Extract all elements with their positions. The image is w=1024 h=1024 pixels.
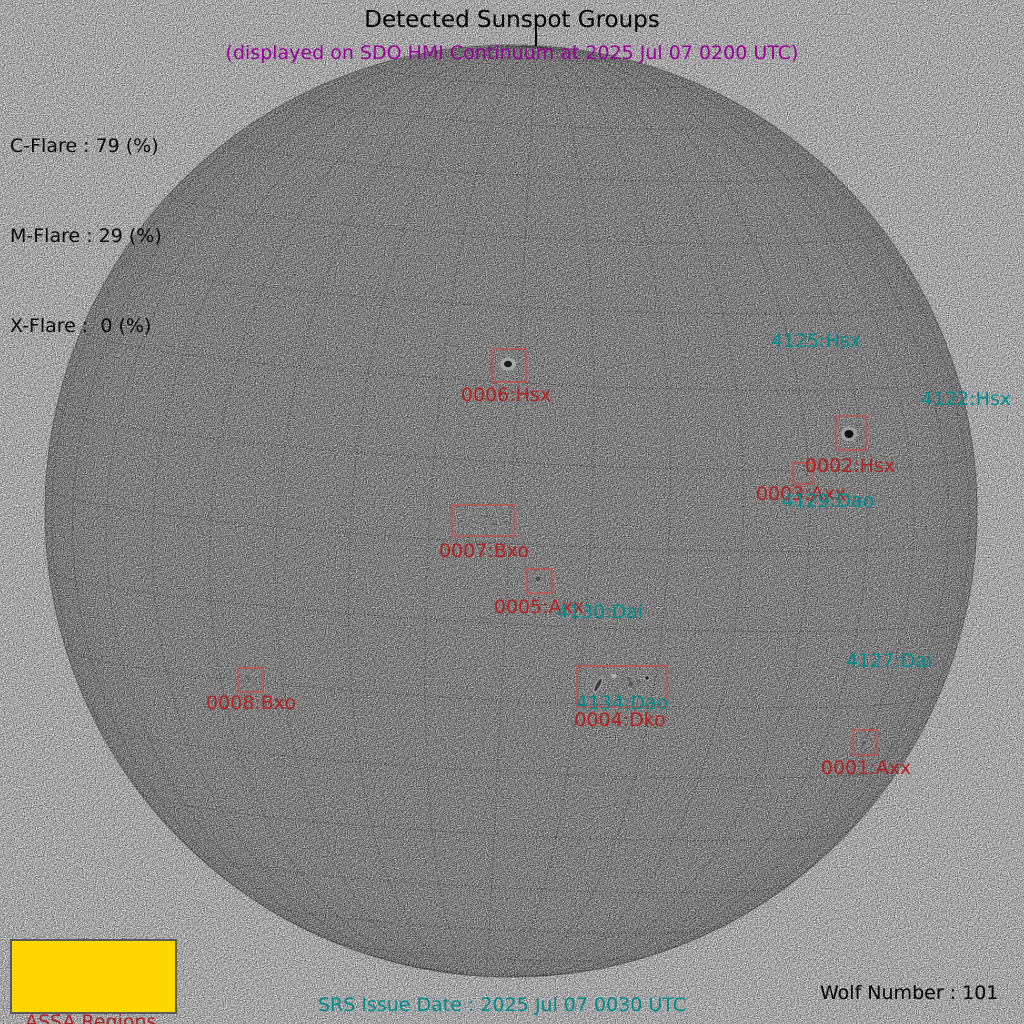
sunspot [250,679,254,683]
legend-box: ASSA Regions NOAA Regions [10,939,177,1024]
sunspot [657,674,661,678]
sunspot [246,675,250,679]
region-box-0008 [237,667,264,693]
flare-forecast: C-Flare : 79 (%) M-Flare : 29 (%) X-Flar… [10,71,162,401]
sunspot [636,679,640,683]
sunspot [485,514,489,518]
region-boxes [237,348,878,756]
x-flare-probability: X-Flare : 0 (%) [10,315,152,337]
sunspot [504,520,508,524]
sunspot [541,582,545,584]
subtitle: (displayed on SDO HMI Continuum at 2025 … [225,42,799,64]
srs-issue-date: SRS Issue Date : 2025 Jul 07 0030 UTC [318,994,687,1016]
region-box-0005 [526,568,553,594]
sunspot [628,682,634,686]
sunspot [535,577,541,581]
sunspot [866,743,870,747]
wolf-number: Wolf Number : 101 [820,982,999,1004]
sunspot [492,522,496,526]
region-box-0002 [835,415,867,451]
region-box-0007 [451,504,515,537]
sunspot [470,512,474,516]
sunspot [594,678,602,692]
sunspot [844,430,854,438]
m-flare-probability: M-Flare : 29 (%) [10,225,162,247]
sunspot [620,674,624,678]
c-flare-probability: C-Flare : 79 (%) [10,135,159,157]
sunspots [246,357,870,747]
sunspot [862,741,866,745]
legend-assa-label: ASSA Regions [25,1011,157,1024]
sunspot [459,519,463,523]
heliographic-grid [45,45,977,978]
sunspot [627,677,631,681]
sunspot [498,517,502,521]
region-box-0006 [491,348,527,383]
page-title: Detected Sunspot Groups [364,7,660,33]
sunspot [465,523,469,527]
sunspot [645,676,649,680]
sunspot [653,671,657,675]
region-box-0004 [576,665,668,708]
sunspot [800,470,804,474]
sunspot [504,360,512,368]
region-box-0001 [852,729,878,756]
region-box-0003 [792,462,814,485]
sunspot [611,674,617,678]
